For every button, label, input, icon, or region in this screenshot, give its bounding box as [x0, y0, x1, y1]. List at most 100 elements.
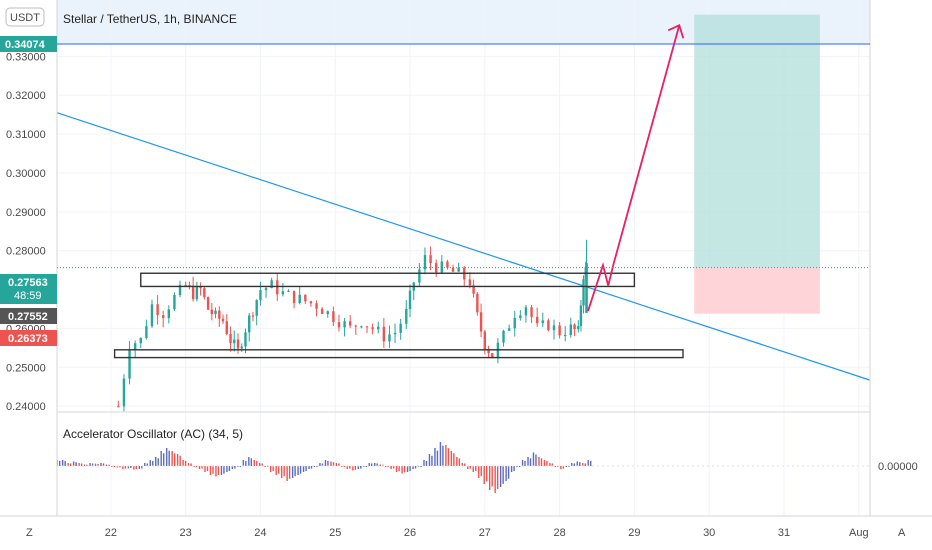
ac-bar [431, 455, 433, 466]
candle-body [573, 324, 576, 330]
ac-bar [231, 466, 234, 469]
indicator-value-label: 0.00000 [878, 461, 918, 473]
ac-bar [102, 463, 105, 466]
time-tick-label: 26 [404, 527, 416, 539]
ac-bar [491, 466, 493, 487]
ac-bar [478, 466, 480, 478]
candle-body [348, 321, 352, 326]
scale-mode-left-button[interactable]: Z [26, 527, 33, 539]
candle-body [377, 326, 380, 330]
candle-body [195, 286, 199, 300]
ac-bar [157, 458, 159, 466]
candle-body [320, 308, 324, 314]
candle-body [418, 269, 421, 283]
ac-bar [212, 466, 214, 474]
ac-bar [160, 451, 162, 466]
symbol-badge[interactable] [5, 7, 45, 27]
ac-bar [195, 466, 198, 467]
candle-body [122, 378, 126, 407]
ac-bar [302, 466, 305, 472]
ac-bar [584, 463, 586, 466]
ac-bar [341, 466, 343, 467]
ac-bar [502, 466, 504, 484]
candle-body [221, 318, 225, 322]
candle-body [199, 286, 202, 289]
ac-bar [403, 466, 406, 473]
ac-bar [105, 464, 108, 466]
support-box [113, 349, 684, 359]
price-tick-label: 0.33000 [6, 51, 46, 63]
ac-bar [529, 458, 532, 466]
price-tick-label: 0.28000 [6, 246, 46, 258]
price-tick-label: 0.25000 [6, 362, 46, 374]
ac-bar [239, 466, 242, 467]
ac-bar [250, 458, 253, 466]
ac-bar [327, 460, 329, 466]
ac-bar [579, 462, 581, 466]
candle-body [128, 349, 131, 379]
ac-bar [549, 463, 551, 466]
price-label-prev-bg [0, 308, 57, 324]
candle-body [270, 280, 273, 289]
candle-body [483, 331, 487, 350]
candle-body [530, 307, 533, 317]
ac-bar [313, 466, 316, 467]
candle-body [564, 335, 567, 337]
ac-bar [354, 466, 357, 470]
ac-bar [193, 466, 195, 467]
ac-bar [264, 466, 266, 467]
ac-bar [582, 463, 584, 466]
time-tick-label: 24 [254, 527, 266, 539]
price-label-target-text: 0.34074 [5, 39, 46, 51]
ac-bar [368, 463, 370, 466]
candle-body [287, 290, 290, 292]
ac-bar [379, 464, 381, 466]
ac-bar [332, 462, 335, 466]
ac-bar [61, 460, 64, 466]
candles-layer [113, 24, 685, 412]
ac-bar [576, 461, 578, 466]
ac-bar [124, 466, 127, 469]
ac-bar [209, 466, 212, 475]
ac-bar [338, 463, 340, 466]
bar-countdown-text: 48:59 [14, 290, 42, 302]
projection-arrow [587, 25, 681, 312]
ac-bar [201, 466, 203, 469]
ac-bar [184, 460, 187, 466]
candle-body [435, 263, 438, 273]
candle-body [259, 290, 262, 301]
candle-body [393, 332, 397, 335]
candle-body [304, 294, 307, 302]
ac-bar [182, 460, 184, 466]
ac-bar [551, 463, 554, 466]
candle-body [502, 330, 505, 343]
time-tick-label: 28 [553, 527, 565, 539]
ac-bar [165, 448, 168, 466]
price-tick-label: 0.29000 [6, 207, 46, 219]
ac-bar [398, 466, 400, 472]
ac-bar [294, 466, 296, 477]
ac-bar [532, 452, 535, 466]
price-tick-label: 0.32000 [6, 90, 46, 102]
ac-bar [215, 466, 217, 477]
ac-bar [283, 466, 285, 477]
ac-bar [86, 464, 88, 466]
ac-bar [280, 466, 283, 478]
candle-body [577, 326, 580, 330]
ac-bar [412, 466, 414, 469]
ac-bar [384, 466, 387, 467]
ac-bar [456, 457, 458, 466]
ac-bar [324, 460, 327, 466]
candle-body [225, 321, 228, 334]
price-label-stop: 0.26373 [0, 330, 57, 346]
ac-bar [261, 463, 263, 466]
ac-bar [286, 466, 288, 481]
ac-bar [305, 466, 307, 472]
ac-bar [308, 466, 310, 469]
chart-title: Stellar / TetherUS, 1h, BINANCE [63, 12, 237, 26]
scale-mode-right-button[interactable]: A [898, 527, 906, 539]
candle-body [162, 315, 165, 319]
ac-bar [310, 466, 313, 469]
ac-bar [554, 466, 557, 467]
